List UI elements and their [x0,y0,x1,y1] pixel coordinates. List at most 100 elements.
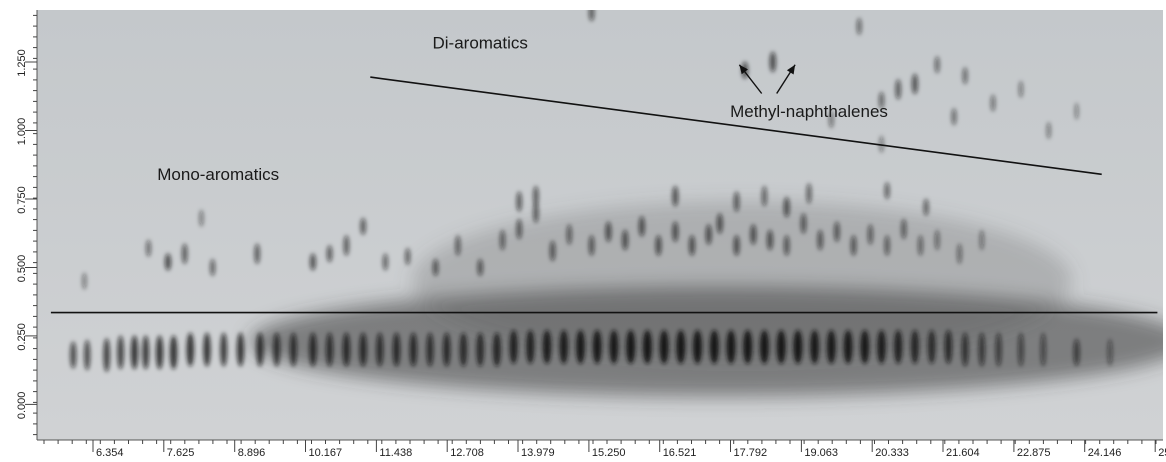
peak-spot [169,335,178,370]
peak-spot [760,329,769,364]
peak-spot [82,272,87,290]
peak-spot [533,186,539,207]
peaks-layer [70,10,1113,373]
peak-spot [359,332,367,367]
x-tick-label: 15.250 [592,447,626,459]
y-tick-label: 1.250 [16,49,28,77]
x-tick-label: 16.521 [663,447,697,459]
peak-spot [542,329,552,364]
peak-spot [957,243,962,264]
peak-spot [103,338,110,373]
x-tick-label: 17.792 [734,447,768,459]
peak-spot [343,235,350,256]
peak-spot [1018,80,1024,98]
intensity-haze [249,201,1163,397]
reference-lines [50,76,1158,314]
x-tick-label: 13.979 [521,447,555,459]
peak-spot [716,213,723,234]
peak-spot [951,108,957,126]
peak-spot [901,218,907,240]
haze-band [412,201,1073,362]
peak-spot [783,197,790,218]
peak-spot [1018,332,1024,367]
peak-spot [526,329,535,364]
peak-spot [672,221,679,242]
peak-spot [884,182,890,200]
peak-spot [156,335,164,370]
peak-spot [928,329,936,364]
peak-spot [828,111,834,129]
peak-spot [705,224,712,245]
peak-spot [934,56,940,74]
y-tick-label: 0.000 [16,392,28,420]
peak-spot [566,224,572,245]
peak-spot [750,224,757,245]
y-tick-label: 0.250 [16,323,28,351]
x-tick-label: 22.875 [1017,447,1051,459]
peak-spot [142,335,150,370]
peak-spot [181,243,188,264]
x-tick-label: 10.167 [309,447,343,459]
y-tick-label: 1.000 [16,118,28,146]
peak-spot [1074,102,1079,120]
x-tick-label: 21.604 [946,447,980,459]
peak-spot [672,186,679,207]
peak-spot [767,229,773,251]
peak-spot [776,329,786,364]
peak-spot [1046,122,1051,139]
peak-spot [342,332,350,367]
peak-spot [1040,332,1046,367]
peak-spot [806,183,812,204]
plot-area [37,10,1163,440]
peak-spot [432,259,439,276]
x-tick-label: 24.146 [1088,447,1122,459]
peak-spot [655,235,662,256]
peak-spot [146,239,151,257]
peak-spot [867,224,874,245]
peak-spot [834,221,840,242]
peak-spot [605,221,612,242]
peak-spot [493,332,501,367]
peak-spot [376,332,384,367]
peak-spot [761,186,768,207]
x-tick-label: 6.354 [96,447,124,459]
peak-spot [827,329,836,364]
x-tick-label: 11.438 [379,447,412,459]
peak-spot [236,332,245,367]
peak-spot [392,332,401,367]
peak-spot [978,332,985,367]
peak-spot [84,339,91,371]
peak-spot [409,332,417,367]
peak-spot [659,329,669,364]
peak-spot [783,235,790,256]
peak-spot [426,332,434,367]
peak-spot [626,329,636,364]
peak-spot [911,329,919,364]
x-tick-label: 7.625 [167,447,195,459]
peak-spot [326,245,333,263]
peak-spot [516,191,522,212]
peak-spot [405,248,411,265]
peak-spot [726,329,736,364]
annotation-label: Methyl-naphthalenes [730,102,888,121]
peak-spot [443,332,451,367]
peak-spot [549,240,556,262]
peak-spot [199,209,204,227]
peak-spot [609,329,619,364]
y-tick-label: 0.500 [16,255,28,283]
peak-spot [592,329,602,364]
peak-spot [850,235,857,256]
peak-spot [360,217,366,235]
peak-spot [256,332,264,367]
peak-spot [70,341,77,369]
peak-spot [979,229,984,251]
peak-spot [733,235,740,256]
peak-spot [476,332,484,367]
peak-spot [944,329,953,364]
peak-spot [894,329,903,364]
peak-spot [793,329,803,364]
arrow-head [786,64,796,75]
peak-spot [709,329,719,364]
peak-spot [459,332,468,367]
